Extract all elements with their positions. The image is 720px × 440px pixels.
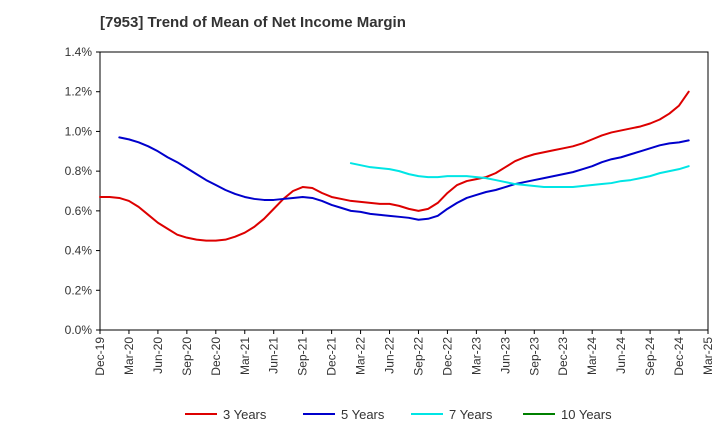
legend-label: 10 Years (561, 407, 612, 422)
series-line-5-years (118, 136, 690, 221)
series-lines (99, 90, 690, 242)
x-tick-label: Sep-20 (180, 337, 194, 376)
x-tick-label: Mar-20 (122, 337, 136, 375)
legend: 3 Years 5 Years 7 Years 10 Years (185, 407, 612, 422)
y-tick-label: 0.8% (65, 164, 93, 178)
x-tick-label: Dec-23 (556, 337, 570, 376)
x-tick-label: Dec-21 (325, 337, 339, 376)
x-tick-label: Jun-23 (498, 337, 512, 374)
x-tick-label: Dec-22 (440, 337, 454, 376)
x-tick-label: Dec-24 (672, 337, 686, 376)
y-tick-label: 0.2% (65, 283, 93, 297)
x-tick-label: Sep-23 (527, 337, 541, 376)
y-tick-label: 0.6% (65, 204, 93, 218)
series-line-7-years (349, 162, 690, 189)
x-tick-label: Mar-21 (238, 337, 252, 375)
x-tick-label: Mar-24 (585, 337, 599, 375)
y-tick-label: 1.4% (65, 45, 93, 59)
legend-item-10-years: 10 Years (523, 407, 612, 422)
legend-label: 3 Years (223, 407, 267, 422)
x-tick-label: Sep-21 (296, 337, 310, 376)
y-tick-label: 1.0% (65, 124, 93, 138)
x-tick-label: Dec-20 (209, 337, 223, 376)
y-tick-label: 1.2% (65, 85, 93, 99)
legend-label: 7 Years (449, 407, 493, 422)
legend-item-3-years: 3 Years (185, 407, 267, 422)
x-tick-label: Jun-22 (383, 337, 397, 374)
x-tick-label: Sep-24 (643, 337, 657, 376)
legend-item-7-years: 7 Years (411, 407, 493, 422)
y-tick-label: 0.4% (65, 244, 93, 258)
x-tick-label: Jun-20 (151, 337, 165, 374)
legend-item-5-years: 5 Years (303, 407, 385, 422)
y-tick-label: 0.0% (65, 323, 93, 337)
x-tick-label: Dec-19 (93, 337, 107, 376)
x-tick-label: Mar-23 (469, 337, 483, 375)
x-tick-label: Sep-22 (411, 337, 425, 376)
x-tick-label: Jun-21 (267, 337, 281, 374)
x-tick-label: Jun-24 (614, 337, 628, 374)
chart-title: [7953] Trend of Mean of Net Income Margi… (100, 14, 406, 31)
plot-area (99, 51, 709, 331)
x-tick-label: Mar-25 (701, 337, 715, 375)
legend-label: 5 Years (341, 407, 385, 422)
x-tick-label: Mar-22 (354, 337, 368, 375)
axes: 0.0% 0.2% 0.4% 0.6% 0.8% 1.0% 1.2% 1.4% Dec-19 Ma… (65, 45, 715, 376)
series-line-3-years (99, 90, 690, 242)
